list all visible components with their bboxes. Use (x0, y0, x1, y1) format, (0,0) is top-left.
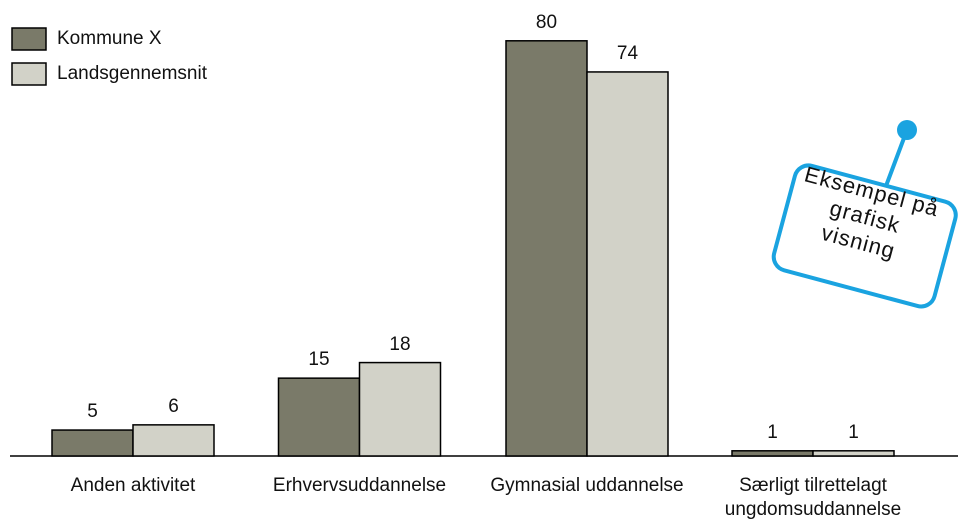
x-tick-label: Erhvervsuddannelse (272, 475, 447, 496)
value-label: 5 (87, 401, 98, 423)
bar (731, 450, 814, 457)
bar (358, 361, 442, 457)
value-label: 1 (848, 421, 859, 443)
value-label: 80 (535, 11, 558, 33)
bar (586, 71, 669, 457)
bar (505, 40, 588, 457)
legend-swatch (11, 62, 47, 86)
legend-label: Landsgennemsnit (57, 63, 207, 84)
bar (277, 377, 361, 457)
bar (132, 424, 215, 457)
sticker-frame (771, 163, 958, 309)
x-tick-label: Særligt tilrettelagt ungdomsuddannelse (724, 475, 902, 520)
legend-swatch (11, 27, 47, 51)
value-label: 15 (308, 349, 330, 371)
value-label: 1 (767, 421, 778, 443)
sticker-pin-head (897, 120, 917, 140)
x-tick-label: Anden aktivitet (70, 475, 196, 496)
bar (51, 429, 134, 457)
legend-label: Kommune X (57, 28, 162, 49)
value-label: 74 (616, 42, 639, 64)
value-label: 18 (389, 333, 411, 355)
value-label: 6 (168, 395, 179, 417)
x-tick-label: Gymnasial uddannelse (490, 475, 684, 496)
bar (812, 450, 895, 457)
